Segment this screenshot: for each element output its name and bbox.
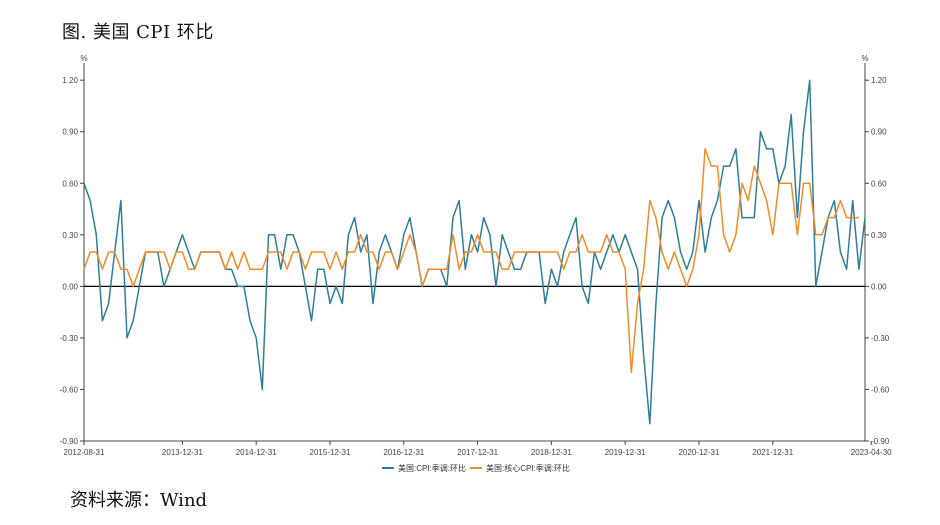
y-tick-label-right: 0.90 (871, 128, 887, 137)
y-unit-right: % (861, 54, 868, 63)
x-tick-label: 2020-12-31 (678, 448, 719, 457)
y-tick-label-right: 0.00 (871, 282, 887, 291)
chart-canvas: % % 1.20 1.20 0.90 0.90 0.60 0.60 0.30 0.30 0.00 0.… (60, 54, 892, 473)
x-tick-label: 2023-04-30 (851, 448, 892, 457)
y-tick-label-left: 0.90 (62, 128, 78, 137)
x-tick-label: 2018-12-31 (531, 448, 572, 457)
legend-item-core-cpi-label: 美国:核心CPI:季调:环比 (486, 463, 570, 473)
y-tick-label-left: 0.30 (62, 231, 78, 240)
y-tick-label-right: -0.90 (871, 437, 890, 446)
y-tick-label-left: -0.30 (60, 334, 79, 343)
y-unit-left: % (80, 54, 87, 63)
y-tick-label-left: -0.60 (60, 385, 79, 394)
x-tick-label: 2021-12-31 (752, 448, 793, 457)
series-lines (83, 79, 866, 425)
y-tick-label-right: 0.30 (871, 231, 887, 240)
x-tick-label: 2012-08-31 (64, 448, 105, 457)
y-tick-label-left: -0.90 (60, 437, 79, 446)
x-tick-label: 2016-12-31 (383, 448, 424, 457)
x-tick-label: 2014-12-31 (236, 448, 277, 457)
x-tick-label: 2013-12-31 (162, 448, 203, 457)
axes-group: % % 1.20 1.20 0.90 0.90 0.60 0.60 0.30 0.30 0.00 0.… (60, 54, 892, 457)
x-tick-label: 2015-12-31 (310, 448, 351, 457)
y-tick-label-left: 0.60 (62, 179, 78, 188)
y-tick-label-right: 1.20 (871, 76, 887, 85)
chart-title: 图. 美国 CPI 环比 (62, 22, 214, 43)
y-tick-label-left: 0.00 (62, 282, 78, 291)
x-tick-label: 2019-12-31 (605, 448, 646, 457)
x-tick-label: 2017-12-31 (457, 448, 498, 457)
y-tick-label-right: -0.60 (871, 385, 890, 394)
source-note: 资料来源：Wind (70, 490, 208, 511)
y-tick-label-left: 1.20 (62, 76, 78, 85)
legend: 美国:CPI:季调:环比 美国:核心CPI:季调:环比 (382, 463, 570, 473)
y-tick-label-right: -0.30 (871, 334, 890, 343)
y-tick-label-right: 0.60 (871, 179, 887, 188)
series-line-core-cpi (83, 148, 859, 374)
legend-item-cpi-label: 美国:CPI:季调:环比 (398, 463, 466, 473)
